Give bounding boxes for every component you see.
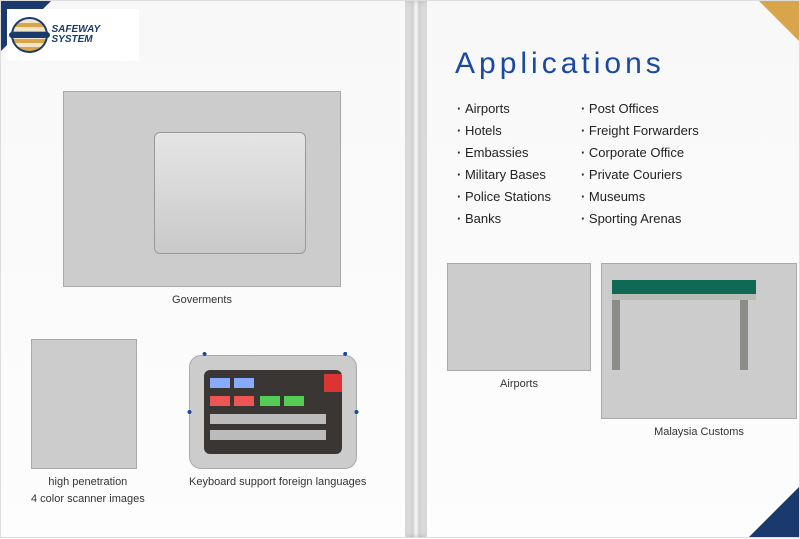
list-item: Hotels bbox=[457, 123, 551, 138]
figure-governments: Goverments bbox=[63, 91, 341, 308]
applications-col-1: Airports Hotels Embassies Military Bases… bbox=[457, 101, 551, 226]
right-panel: Applications Airports Hotels Embassies M… bbox=[427, 1, 800, 539]
page-divider bbox=[405, 1, 427, 537]
applications-list: Airports Hotels Embassies Military Bases… bbox=[457, 101, 699, 226]
figure-scanner: high penetration 4 color scanner images bbox=[31, 339, 145, 508]
caption-governments: Goverments bbox=[63, 293, 341, 308]
brand-logo: SAFEWAY SYSTEM bbox=[7, 9, 139, 61]
caption-scanner-1: high penetration bbox=[31, 475, 145, 490]
caption-keyboard: Keyboard support foreign languages bbox=[189, 475, 366, 490]
image-keyboard bbox=[189, 355, 357, 469]
corner-decoration-tr bbox=[759, 1, 799, 41]
corner-decoration-br bbox=[749, 487, 799, 537]
list-item: Police Stations bbox=[457, 189, 551, 204]
figure-customs: Malaysia Customs bbox=[601, 263, 797, 440]
list-item: Sporting Arenas bbox=[581, 211, 699, 226]
list-item: Freight Forwarders bbox=[581, 123, 699, 138]
brand-name: SAFEWAY SYSTEM bbox=[52, 25, 135, 45]
list-item: Embassies bbox=[457, 145, 551, 160]
applications-col-2: Post Offices Freight Forwarders Corporat… bbox=[581, 101, 699, 226]
slide: SAFEWAY SYSTEM Goverments high penetrati… bbox=[0, 0, 800, 538]
list-item: Military Bases bbox=[457, 167, 551, 182]
left-panel: Goverments high penetration 4 color scan… bbox=[1, 1, 405, 539]
image-customs bbox=[601, 263, 797, 419]
page-title: Applications bbox=[455, 47, 665, 81]
list-item: Museums bbox=[581, 189, 699, 204]
caption-customs: Malaysia Customs bbox=[601, 425, 797, 440]
list-item: Banks bbox=[457, 211, 551, 226]
figure-keyboard: Keyboard support foreign languages bbox=[189, 355, 366, 490]
list-item: Post Offices bbox=[581, 101, 699, 116]
image-airports bbox=[447, 263, 591, 371]
list-item: Private Couriers bbox=[581, 167, 699, 182]
image-scanner bbox=[31, 339, 137, 469]
list-item: Airports bbox=[457, 101, 551, 116]
list-item: Corporate Office bbox=[581, 145, 699, 160]
image-governments bbox=[63, 91, 341, 287]
caption-airports: Airports bbox=[447, 377, 591, 392]
caption-scanner-2: 4 color scanner images bbox=[31, 492, 145, 507]
figure-airports: Airports bbox=[447, 263, 591, 392]
globe-icon bbox=[11, 17, 48, 53]
